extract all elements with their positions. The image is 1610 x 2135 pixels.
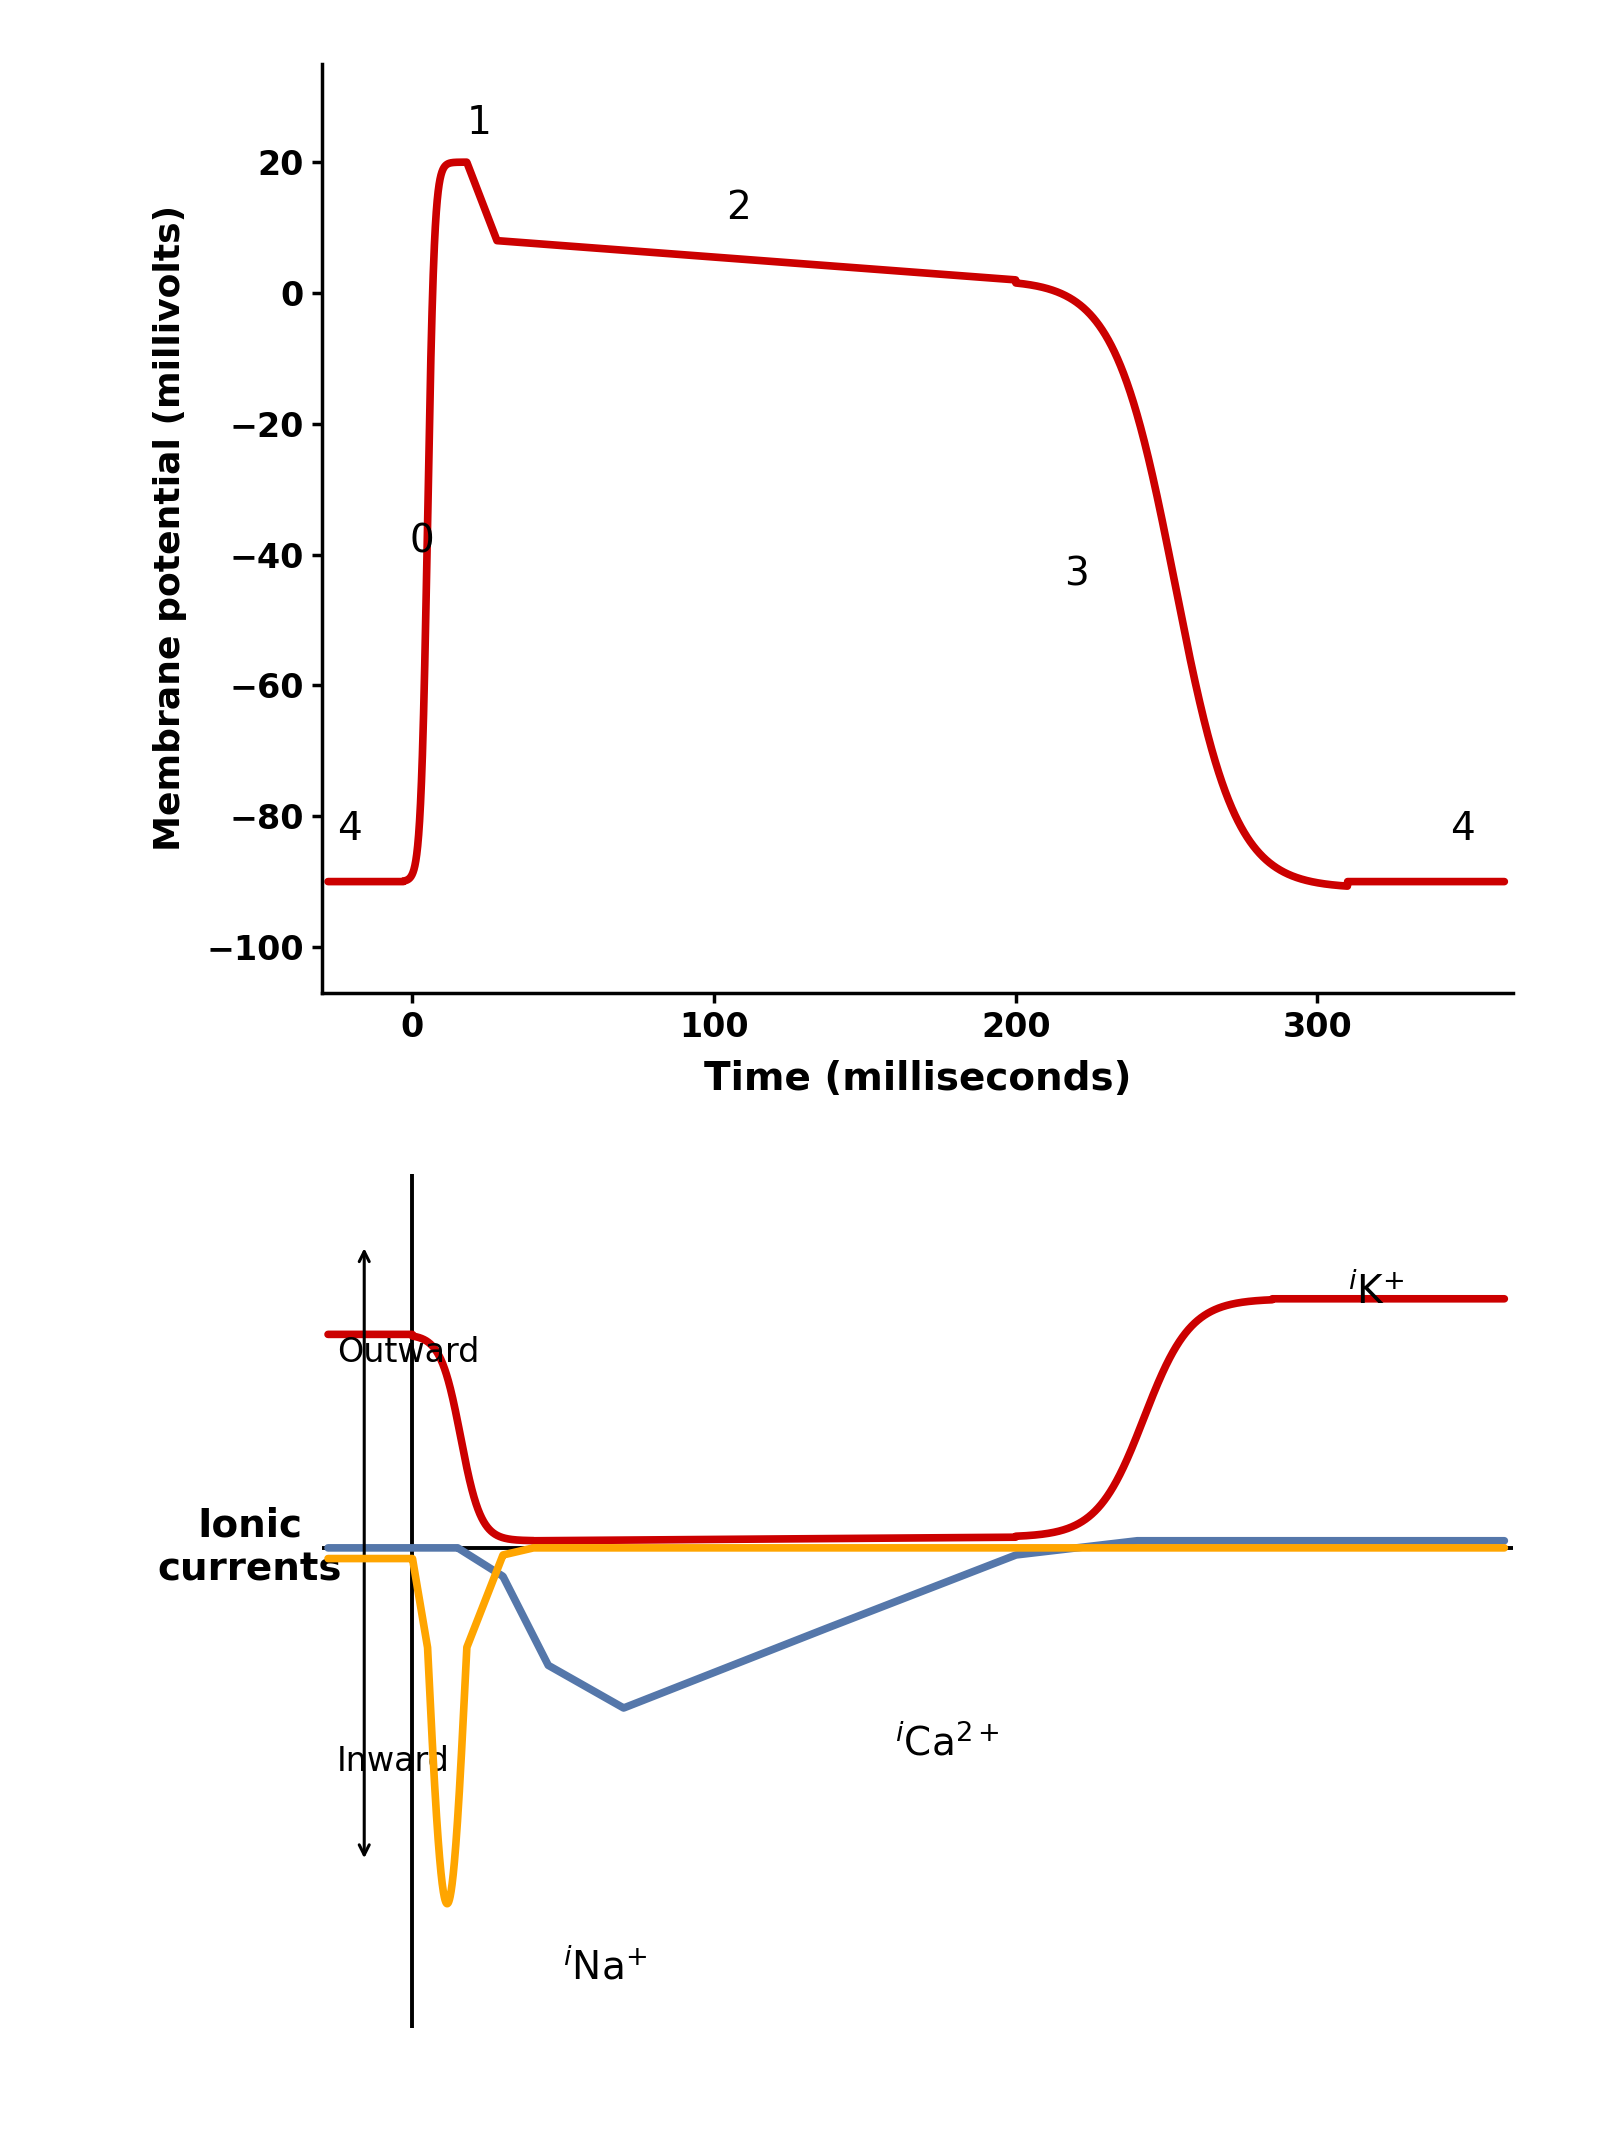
Text: 0: 0 (409, 523, 435, 562)
Text: 4: 4 (1449, 811, 1475, 848)
Text: $^{i}$Na$^{+}$: $^{i}$Na$^{+}$ (564, 1947, 647, 1988)
Text: $^{i}$Ca$^{2+}$: $^{i}$Ca$^{2+}$ (895, 1723, 1000, 1764)
Y-axis label: Membrane potential (millivolts): Membrane potential (millivolts) (153, 205, 187, 852)
X-axis label: Time (milliseconds): Time (milliseconds) (704, 1061, 1132, 1100)
Text: Inward: Inward (336, 1744, 449, 1778)
Text: 1: 1 (467, 105, 491, 141)
Text: $^{i}$K$^{+}$: $^{i}$K$^{+}$ (1348, 1272, 1404, 1311)
Text: 2: 2 (726, 188, 750, 226)
Text: 4: 4 (336, 811, 362, 848)
Text: Outward: Outward (336, 1337, 480, 1369)
Text: Ionic
currents: Ionic currents (158, 1507, 341, 1588)
Text: 3: 3 (1064, 555, 1088, 594)
